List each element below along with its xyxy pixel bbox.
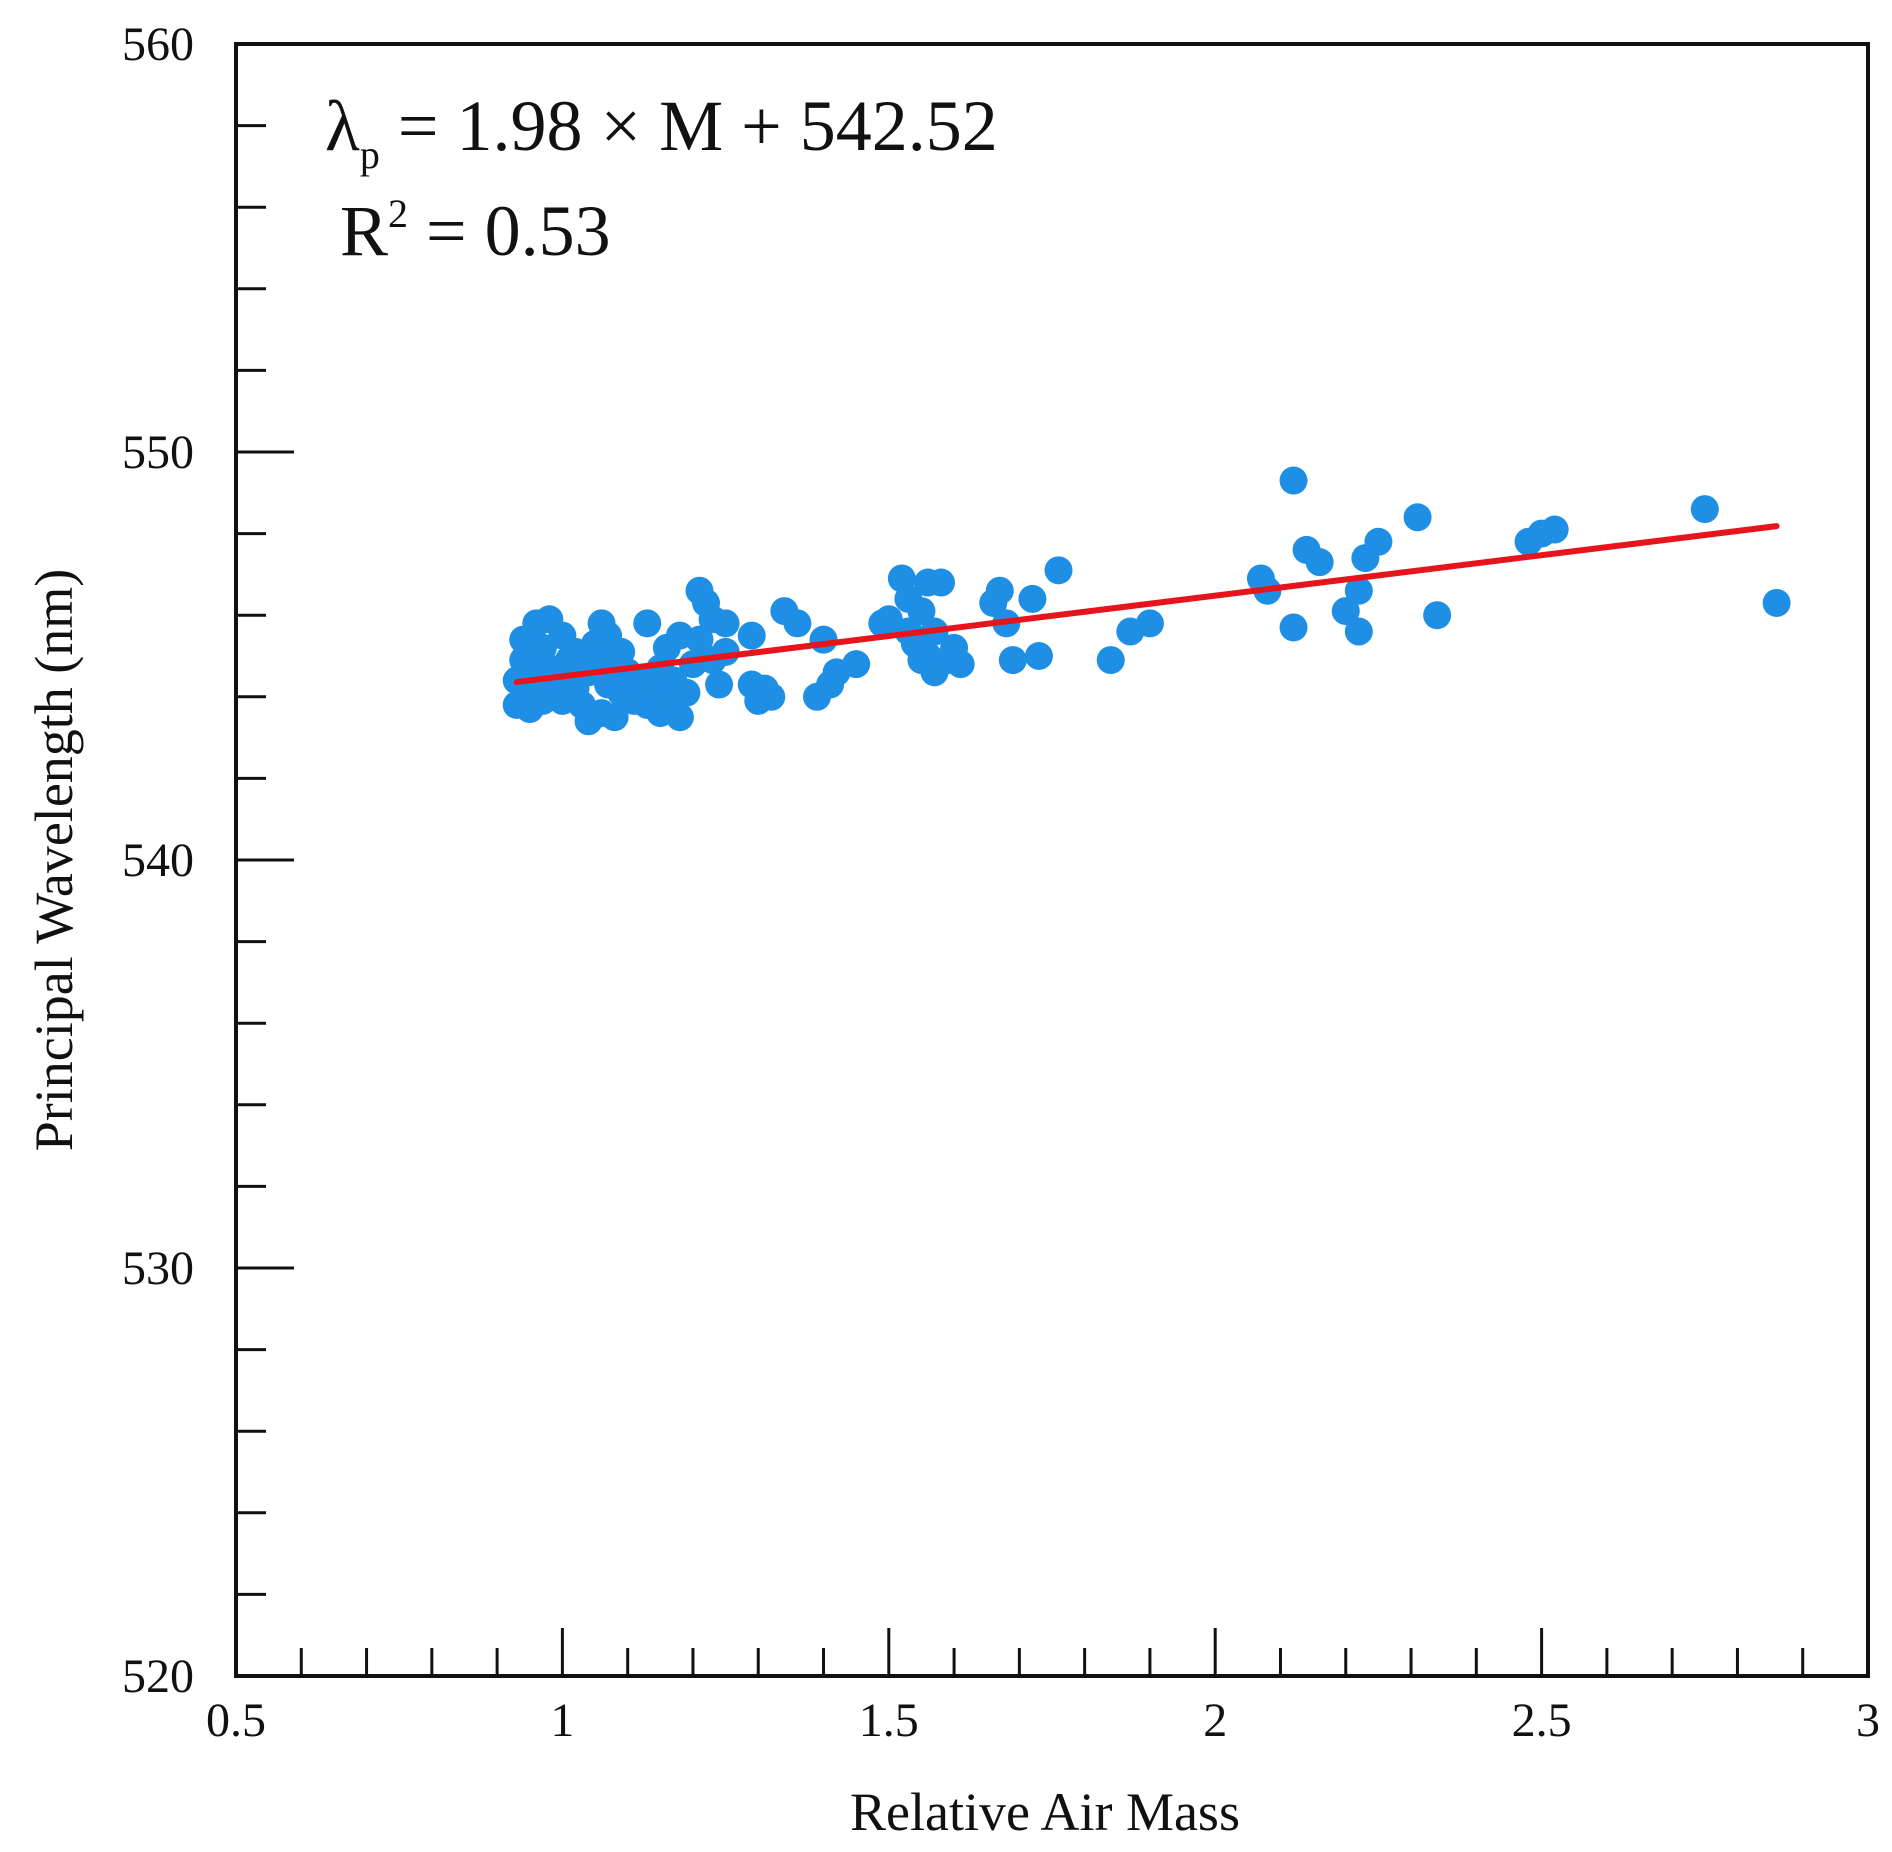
- data-point: [1344, 576, 1373, 605]
- x-tick-label: 2.5: [1512, 1694, 1572, 1747]
- data-point: [1540, 515, 1569, 544]
- y-axis-title: Principal Wavelength (nm): [24, 569, 84, 1152]
- data-point: [985, 576, 1014, 605]
- data-point: [1423, 601, 1452, 630]
- data-point: [1364, 527, 1393, 556]
- x-axis-title: Relative Air Mass: [850, 1782, 1240, 1842]
- data-point: [757, 682, 786, 711]
- data-point: [1279, 466, 1308, 495]
- x-tick-label: 1.5: [859, 1694, 919, 1747]
- data-point: [927, 568, 956, 597]
- data-point: [711, 609, 740, 638]
- y-tick-label: 530: [122, 1242, 194, 1295]
- axis-ticks: [234, 42, 1870, 1678]
- regression-line: [513, 523, 1780, 686]
- data-point: [1762, 588, 1791, 617]
- data-point: [1690, 495, 1719, 524]
- y-tick-label: 550: [122, 426, 194, 479]
- r-symbol: R: [340, 191, 388, 271]
- data-point: [783, 609, 812, 638]
- y-tick-label: 540: [122, 834, 194, 887]
- r-superscript: 2: [388, 191, 408, 236]
- data-point: [1135, 609, 1164, 638]
- data-point: [633, 609, 662, 638]
- r-squared: R2 = 0.53: [340, 191, 611, 271]
- scatter-points: [502, 466, 1791, 736]
- lambda-subscript: p: [360, 132, 380, 177]
- y-tick-label: 560: [122, 18, 194, 71]
- axis-tick-labels: 0.5 1 1.5 2 2.5 3 520 530 540 550 560: [122, 18, 1880, 1747]
- data-point: [946, 650, 975, 679]
- data-point: [1344, 617, 1373, 646]
- data-point: [907, 597, 936, 626]
- data-point: [1305, 548, 1334, 577]
- lambda-symbol: λ: [325, 86, 360, 166]
- data-point: [711, 637, 740, 666]
- data-point: [1279, 613, 1308, 642]
- data-point: [737, 621, 766, 650]
- data-point: [705, 670, 734, 699]
- data-point: [1044, 556, 1073, 585]
- data-point: [1403, 503, 1432, 532]
- data-point: [1018, 584, 1047, 613]
- data-point: [1331, 597, 1360, 626]
- regression-equation: λp = 1.98 × M + 542.52: [325, 86, 998, 177]
- x-tick-label: 0.5: [206, 1694, 266, 1747]
- y-tick-label: 520: [122, 1650, 194, 1703]
- data-point: [1096, 646, 1125, 675]
- data-point: [665, 703, 694, 732]
- equation-text: = 1.98 × M + 542.52: [380, 86, 998, 166]
- data-point: [842, 650, 871, 679]
- data-point: [998, 646, 1027, 675]
- x-tick-label: 3: [1856, 1694, 1880, 1747]
- plot-frame: [234, 42, 1870, 1678]
- data-point: [600, 703, 629, 732]
- data-point: [1024, 642, 1053, 670]
- r-value: = 0.53: [408, 191, 611, 271]
- x-tick-label: 2: [1203, 1694, 1227, 1747]
- data-point: [809, 625, 838, 654]
- data-point: [685, 625, 714, 654]
- x-tick-label: 1: [550, 1694, 574, 1747]
- data-point: [672, 678, 701, 707]
